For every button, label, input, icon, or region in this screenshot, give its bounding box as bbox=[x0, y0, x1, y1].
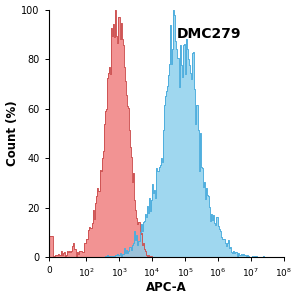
X-axis label: APC-A: APC-A bbox=[146, 281, 187, 294]
Y-axis label: Count (%): Count (%) bbox=[6, 100, 18, 166]
Text: DMC279: DMC279 bbox=[176, 27, 241, 41]
